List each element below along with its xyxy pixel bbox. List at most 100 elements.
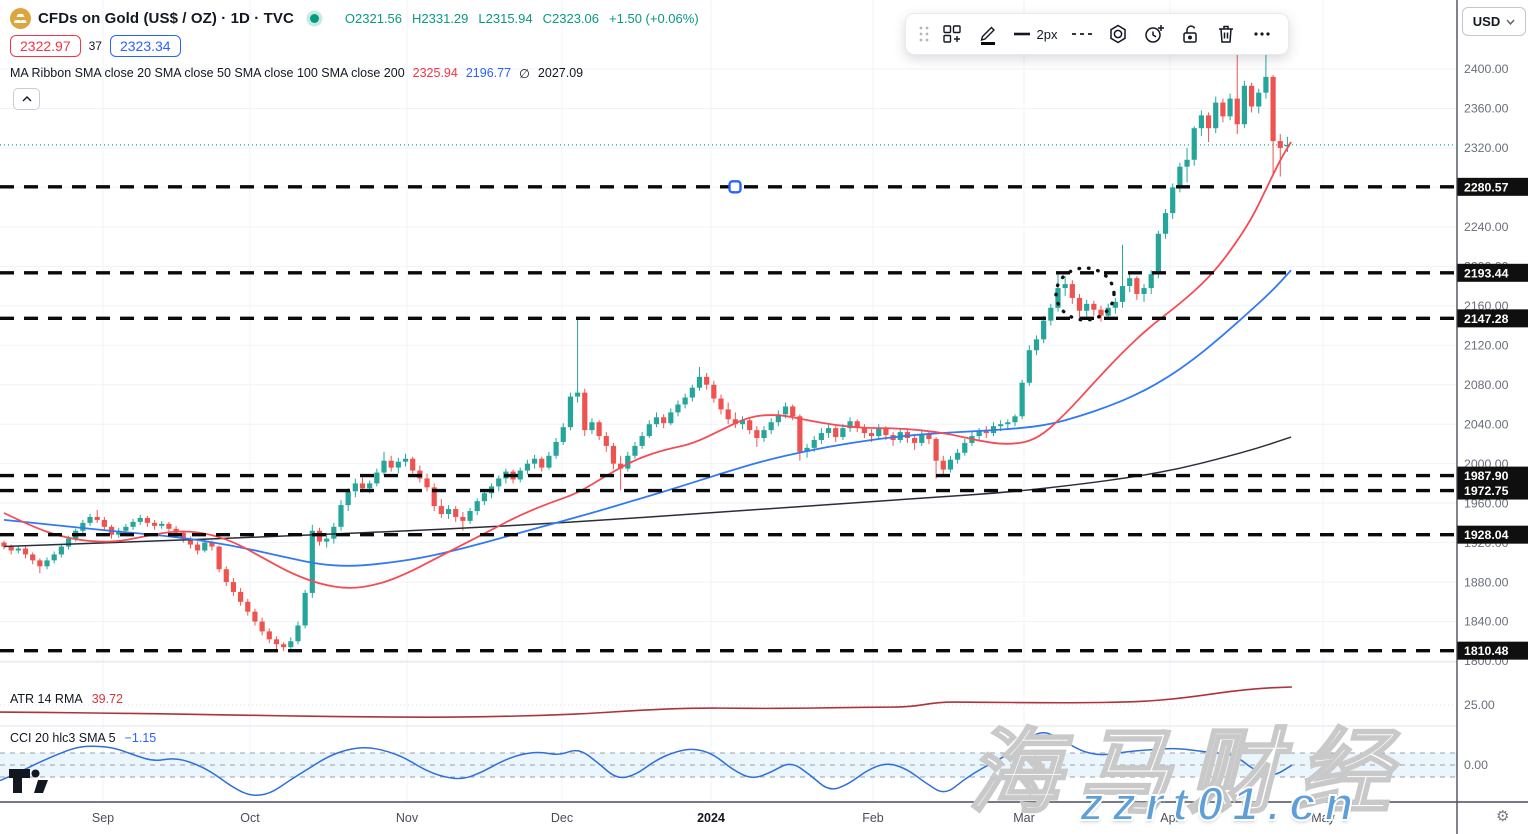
candle	[811, 439, 817, 448]
svg-text:2400.00: 2400.00	[1464, 62, 1509, 76]
tradingview-logo[interactable]	[8, 766, 52, 801]
market-status-dot[interactable]	[309, 14, 319, 23]
candle	[202, 542, 208, 551]
candle	[402, 458, 409, 462]
candle	[474, 501, 480, 512]
candle	[144, 517, 150, 523]
symbol-header: CFDs on Gold (US$ / OZ) · 1D · TVC O2321…	[10, 8, 699, 29]
candle	[575, 392, 581, 397]
svg-text:1810.48: 1810.48	[1464, 644, 1509, 658]
candle	[732, 419, 738, 425]
candle	[1112, 301, 1118, 308]
svg-text:25.00: 25.00	[1464, 698, 1495, 712]
candle	[825, 428, 832, 434]
candle	[1134, 278, 1140, 294]
candle	[883, 428, 889, 436]
candle	[151, 522, 158, 526]
ellipse-drawing[interactable]	[1054, 266, 1116, 322]
candle	[833, 428, 839, 438]
candle	[933, 439, 939, 461]
delete-button[interactable]	[1208, 18, 1244, 50]
candle	[216, 546, 222, 570]
candlesticks[interactable]	[1, 41, 1291, 652]
level-price-label	[1457, 481, 1528, 500]
candle	[1026, 350, 1032, 383]
ma-lines	[3, 141, 1292, 589]
candle	[1098, 309, 1104, 316]
candle	[1084, 303, 1090, 311]
candle	[1256, 92, 1262, 107]
more-options-button[interactable]	[1244, 18, 1280, 50]
buy-button[interactable]: 2323.34	[109, 35, 181, 57]
candle	[553, 441, 559, 456]
axis-settings-gear-icon[interactable]: ⚙	[1496, 808, 1510, 825]
candle	[1119, 286, 1126, 302]
atr-legend[interactable]: ATR 14 RMA 39.72	[10, 692, 123, 706]
candle	[1055, 288, 1061, 308]
candle	[1277, 141, 1283, 148]
lock-button[interactable]	[1172, 18, 1208, 50]
sell-button[interactable]: 2322.97	[10, 35, 81, 57]
candle	[159, 523, 165, 526]
candle	[58, 546, 64, 555]
ohlc-values: O2321.56 H2331.29 L2315.94 C2323.06 +1.5…	[345, 11, 699, 26]
cci-legend[interactable]: CCI 20 hlc3 SMA 5 −1.15	[10, 731, 156, 745]
color-button[interactable]	[970, 18, 1006, 50]
time-axis-label: Dec	[551, 811, 573, 825]
candle	[962, 442, 968, 453]
svg-text:2080.00: 2080.00	[1464, 378, 1509, 392]
currency-dropdown[interactable]: USD	[1462, 7, 1526, 36]
candle	[259, 621, 265, 632]
line-width-button[interactable]: 2px	[1006, 18, 1064, 50]
level-lines[interactable]	[0, 185, 1457, 653]
candle	[288, 641, 294, 648]
collapse-legend-button[interactable]	[13, 88, 40, 110]
level-price-label	[1457, 263, 1528, 282]
line-selection-handle[interactable]	[728, 180, 742, 194]
candle	[689, 387, 695, 398]
candle	[668, 412, 674, 424]
candle	[861, 427, 867, 434]
candle	[1041, 320, 1047, 340]
line-style-button[interactable]	[1064, 18, 1100, 50]
candle	[194, 544, 201, 551]
candle	[1005, 422, 1011, 425]
candle	[324, 538, 330, 542]
level-price-label	[1457, 641, 1528, 660]
candle	[603, 436, 609, 446]
toolbar-drag-handle[interactable]	[914, 18, 934, 50]
time-axis-label: May	[1311, 811, 1335, 825]
spread-value: 37	[88, 39, 102, 53]
price-axis[interactable]: 2400.002360.002320.002280.002240.002200.…	[1457, 62, 1528, 772]
time-axis-label: Feb	[862, 811, 884, 825]
candle	[166, 523, 172, 529]
template-button[interactable]	[934, 18, 970, 50]
svg-text:2120.00: 2120.00	[1464, 338, 1509, 352]
candle	[331, 526, 337, 539]
settings-button[interactable]	[1100, 18, 1136, 50]
candle	[560, 427, 566, 442]
candle	[496, 478, 502, 487]
sma20-line	[3, 141, 1292, 589]
quote-row: 2322.97 37 2323.34	[10, 35, 181, 57]
candle	[209, 542, 215, 547]
time-axis[interactable]: Sep Oct Nov Dec 2024 Feb Mar Apr May	[92, 811, 1336, 825]
candle	[223, 569, 229, 583]
symbol-title[interactable]: CFDs on Gold (US$ / OZ) · 1D · TVC	[38, 10, 294, 27]
candle	[618, 463, 624, 469]
candle	[1127, 278, 1133, 287]
add-alert-button[interactable]	[1136, 18, 1172, 50]
candle	[531, 458, 538, 464]
candle	[481, 493, 487, 502]
ma-ribbon-legend[interactable]: MA Ribbon SMA close 20 SMA close 50 SMA …	[10, 66, 583, 81]
chevron-down-icon	[1506, 19, 1515, 25]
candle	[682, 397, 688, 405]
drawing-toolbar: 2px	[905, 13, 1289, 55]
gold-symbol-icon[interactable]	[10, 8, 31, 29]
candle	[51, 554, 57, 561]
cci-label: CCI 20 hlc3 SMA 5	[10, 731, 116, 745]
candle	[1069, 284, 1075, 298]
svg-text:1987.90: 1987.90	[1464, 469, 1509, 483]
